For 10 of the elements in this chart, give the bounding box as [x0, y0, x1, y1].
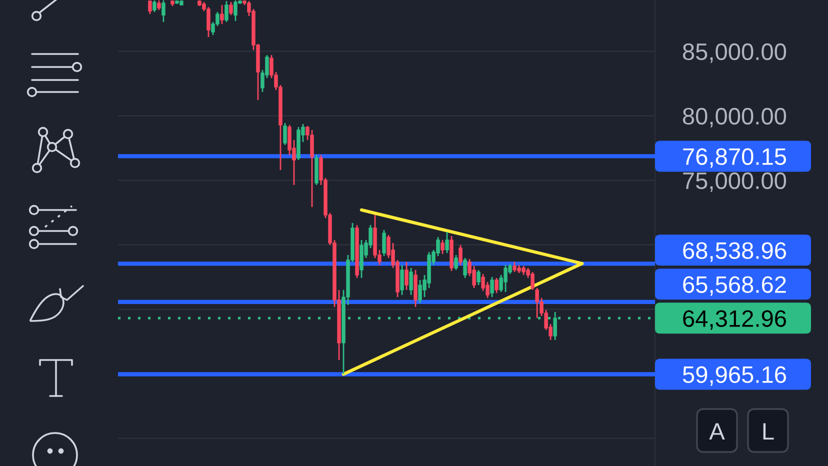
text: L	[763, 423, 774, 440]
ref-line-label: 68,538.96	[683, 242, 786, 262]
ref-line-label: 76,870.15	[683, 148, 786, 168]
y-tick-label: 80,000.00	[682, 108, 786, 128]
ref-line-label: 59,965.16	[682, 366, 786, 386]
ref-line-label: 64,312.96	[683, 310, 786, 330]
ref-line-label: 65,568.62	[683, 276, 786, 296]
y-tick-label: 75,000.00	[683, 172, 786, 192]
y-tick-label: 85,000.00	[682, 43, 786, 63]
text: A	[709, 423, 725, 440]
